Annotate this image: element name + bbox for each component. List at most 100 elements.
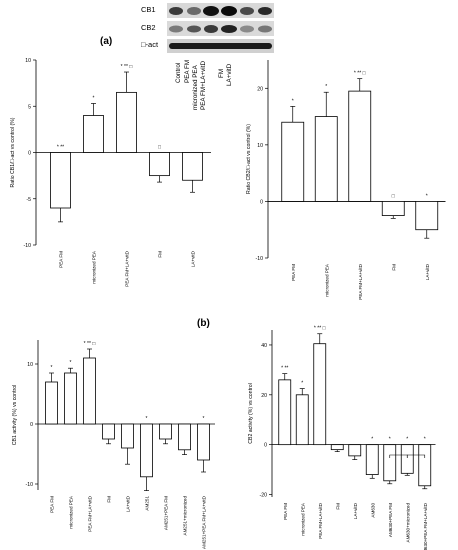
category-label: PEA FM+LA+vitD: [358, 263, 363, 299]
blot-col-la-vitd: LA+vitD: [226, 63, 233, 86]
bar: [178, 423, 191, 451]
significance-mark: * ** □: [314, 326, 326, 332]
significance-mark: *: [406, 437, 408, 443]
blot-label-cb2: CB2: [141, 23, 156, 32]
y-tick-label: 0: [260, 199, 263, 205]
bar: [83, 357, 96, 425]
blot-col-control: Control: [175, 63, 182, 83]
category-label: AM251+PEA FM+LA+vitD: [202, 495, 207, 549]
blot-col-fm: FM: [218, 69, 225, 78]
bar: [418, 444, 432, 487]
bar: [381, 201, 405, 216]
category-label: AM251: [145, 496, 150, 511]
y-tick-label: -10: [256, 256, 264, 262]
y-tick-label: -10: [24, 243, 32, 249]
significance-mark: *: [203, 416, 205, 422]
significance-mark: *: [70, 360, 72, 366]
significance-mark: □: [392, 193, 395, 199]
bar: [281, 121, 305, 202]
significance-mark: *: [146, 416, 148, 422]
category-label: PEA FM: [59, 251, 64, 268]
bar: [64, 372, 77, 425]
blot-col-micronized-pea: micronized PEA: [192, 64, 199, 110]
bar: [182, 152, 203, 181]
category-label: AM630+micronized: [405, 503, 410, 543]
category-label: LA+vitD: [191, 250, 196, 267]
significance-mark: *: [389, 437, 391, 443]
category-label: PEA FM+LA+vitD: [318, 502, 323, 538]
panel-label-b: (b): [197, 318, 210, 329]
bar: [121, 423, 134, 449]
category-label: PEA FM+LA+vitD: [125, 250, 130, 286]
y-axis-label: Ratio CB2/□-act vs control (%): [246, 124, 252, 194]
blot-strip-cb2: [167, 21, 274, 36]
y-tick-label: 0: [264, 443, 267, 449]
bar: [197, 423, 210, 461]
significance-mark: *: [93, 95, 95, 101]
bar: [365, 444, 379, 475]
category-label: FM: [158, 251, 163, 258]
blot-label-cb1: CB1: [141, 5, 156, 14]
chart-cb1-activity: -10 0 10 CB1 activity (%) vs control * PEA FM…: [12, 340, 215, 549]
bar: [314, 116, 338, 202]
blot-column-labels: Control PEA FM micronized PEA PEA FM+LA+…: [175, 60, 233, 110]
bar: [149, 152, 170, 177]
comparison-brackets: [389, 454, 426, 458]
bar: [50, 152, 71, 209]
y-tick-label: 20: [261, 393, 267, 399]
category-label: FM: [335, 503, 340, 510]
y-tick-label: 40: [261, 343, 267, 349]
category-label: FM: [391, 264, 396, 271]
blot-col-pea-fm-la-vitd: PEA FM+LA+vitD: [200, 61, 207, 110]
blot-col-pea-fm: PEA FM: [184, 60, 191, 83]
category-label: LA+vitD: [353, 502, 358, 519]
bar: [383, 444, 397, 482]
blot-label-actin: □-act: [141, 40, 159, 49]
y-tick-label: -5: [26, 197, 31, 203]
bar: [348, 90, 372, 202]
blot-strip-cb1: [167, 3, 274, 18]
significance-mark: * ** □: [84, 341, 96, 347]
category-label: AM630+PEA FM+LA+vitD: [423, 502, 428, 550]
bar: [45, 381, 58, 425]
category-label: AM630+PEA FM: [388, 503, 393, 537]
category-label: LA+vitD: [126, 495, 131, 512]
y-tick-label: 5: [28, 104, 31, 110]
category-label: PEA FM: [283, 503, 288, 520]
significance-mark: *: [371, 437, 373, 443]
bar: [348, 444, 362, 457]
significance-mark: * **: [57, 145, 64, 151]
panel-label-a: (a): [100, 36, 112, 47]
significance-mark: □: [158, 145, 161, 151]
bar: [159, 423, 172, 440]
significance-mark: * ** □: [354, 71, 366, 77]
y-tick-label: 20: [257, 86, 263, 92]
bar: [116, 91, 137, 153]
category-label: AM251+micronized: [183, 496, 188, 536]
bar: [140, 423, 153, 478]
bar: [102, 423, 115, 440]
y-tick-label: 10: [25, 58, 31, 64]
y-tick-label: 10: [257, 143, 263, 149]
significance-mark: *: [325, 84, 327, 90]
y-axis-label: CB1 activity (%) vs control: [12, 385, 18, 446]
category-label: FM: [107, 496, 112, 503]
western-blot: CB1 CB2 □-act Control PEA FM: [141, 3, 274, 110]
bar: [83, 115, 104, 153]
category-label: LA+vitD: [425, 263, 430, 280]
category-label: PEA FM: [291, 264, 296, 281]
bar: [313, 343, 327, 446]
category-label: micronized PEA: [324, 263, 329, 297]
significance-mark: *: [301, 381, 303, 387]
y-tick-label: 10: [27, 362, 33, 368]
chart-cb1-expression: -10 -5 0 5 10 Ratio CB1/□-act vs control (%) *…: [10, 58, 211, 287]
bar: [330, 444, 344, 451]
category-label: micronized PEA: [69, 495, 74, 529]
bar: [295, 394, 309, 446]
bracket: [406, 454, 426, 458]
category-label: AM251+PEA FM: [164, 496, 169, 530]
significance-mark: * ** □: [121, 64, 133, 70]
y-axis-label: CB2 activity (%) vs control: [248, 383, 254, 444]
